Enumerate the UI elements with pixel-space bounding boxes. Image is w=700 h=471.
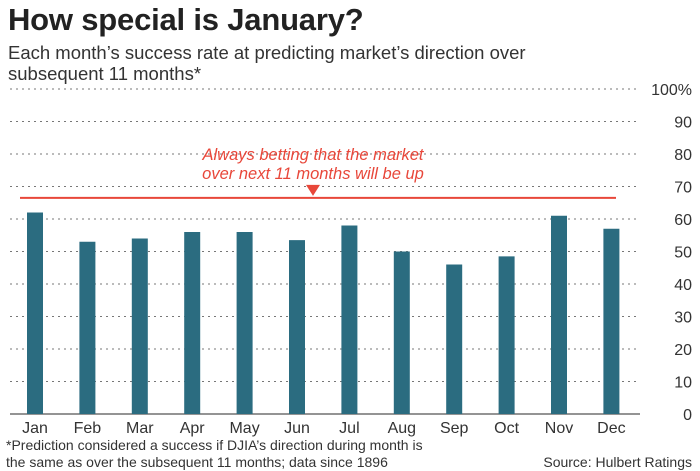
y-tick-label: 0 <box>683 407 692 424</box>
reference-label-line-2: over next 11 months will be up <box>202 165 424 183</box>
x-tick-label: Feb <box>74 420 102 437</box>
bar-aug <box>393 251 410 414</box>
bar-dec <box>603 228 620 414</box>
bar-jan <box>27 212 43 414</box>
x-tick-label: Aug <box>388 420 416 437</box>
bar-apr <box>184 232 201 414</box>
x-axis-tick-labels: Jan Feb Mar Apr May Jun Jul Aug Sep Oct Nov Dec <box>22 420 626 437</box>
chart-subtitle: Each month’s success rate at predicting … <box>8 42 526 84</box>
x-tick-label: May <box>229 420 259 437</box>
reference-annotation: Always betting that the market over next… <box>20 146 616 199</box>
x-tick-label: Jan <box>22 420 48 437</box>
y-tick-label: 10 <box>674 375 692 392</box>
bar-mar <box>131 238 148 414</box>
reference-label-line-1: Always betting that the market <box>201 146 424 164</box>
y-tick-label: 30 <box>674 310 692 327</box>
y-tick-label: 50 <box>674 245 692 262</box>
y-tick-label: 100% <box>651 82 692 99</box>
x-tick-label: Sep <box>440 420 469 437</box>
x-tick-label: Oct <box>494 420 519 437</box>
x-tick-label: Dec <box>597 420 625 437</box>
x-tick-label: Apr <box>180 420 206 437</box>
x-tick-label: Nov <box>545 420 573 437</box>
footnote: *Prediction considered a success if DJIA… <box>6 437 423 470</box>
bar-jun <box>289 240 305 414</box>
gridlines <box>10 88 640 415</box>
y-tick-label: 90 <box>674 115 692 132</box>
reference-arrow-icon <box>306 184 320 196</box>
bar-feb <box>79 241 96 414</box>
bar-jul <box>341 225 358 414</box>
y-axis-tick-labels: 0 10 20 30 40 50 60 70 80 90 100% <box>651 82 692 424</box>
bars <box>27 212 620 414</box>
source-credit: Source: Hulbert Ratings <box>543 454 692 470</box>
chart-title: How special is January? <box>8 2 364 37</box>
x-tick-label: Jul <box>339 420 359 437</box>
y-tick-label: 60 <box>674 212 692 229</box>
y-tick-label: 40 <box>674 277 692 294</box>
x-tick-label: Mar <box>126 420 154 437</box>
bar-oct <box>498 256 515 414</box>
y-tick-label: 70 <box>674 180 692 197</box>
bar-nov <box>551 215 567 414</box>
bar-may <box>236 232 253 414</box>
y-tick-label: 20 <box>674 342 692 359</box>
bar-sep <box>446 264 463 414</box>
y-tick-label: 80 <box>674 147 692 164</box>
x-tick-label: Jun <box>284 420 310 437</box>
